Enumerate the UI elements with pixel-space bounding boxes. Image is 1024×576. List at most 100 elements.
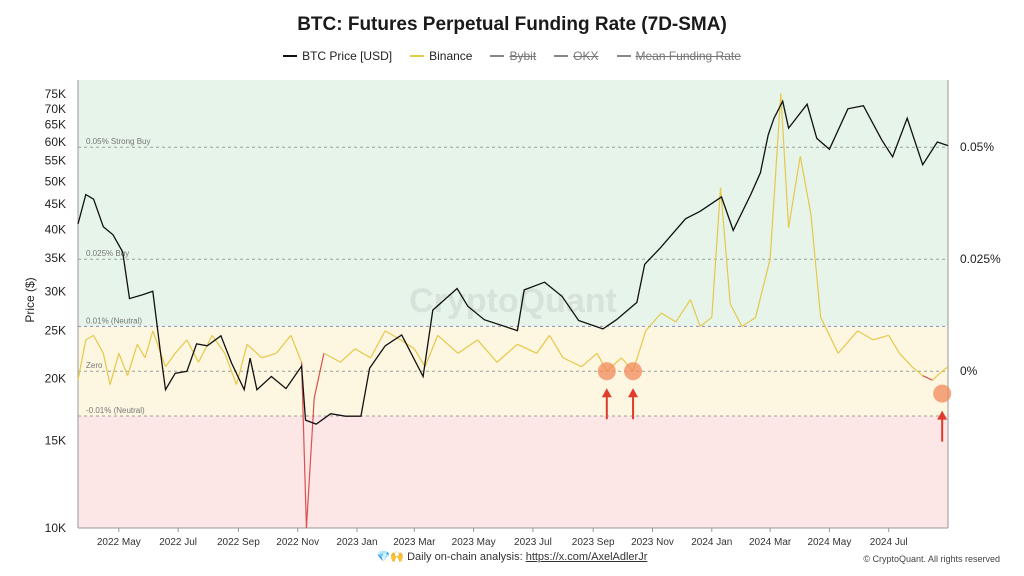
x-tick-label: 2022 Sep bbox=[217, 537, 260, 548]
y-left-tick-label: 65K bbox=[45, 118, 66, 132]
x-tick-label: 2022 Jul bbox=[159, 537, 197, 548]
footer-text: 💎🙌 Daily on-chain analysis: bbox=[376, 551, 526, 563]
legend-item-mean-funding-rate[interactable]: Mean Funding Rate bbox=[616, 49, 741, 63]
zone-label: 0.025% Buy bbox=[86, 249, 129, 258]
y-left-tick-label: 50K bbox=[45, 174, 66, 188]
y-left-tick-label: 20K bbox=[45, 372, 66, 386]
funding-segment bbox=[275, 334, 292, 354]
x-tick-label: 2023 Sep bbox=[572, 537, 615, 548]
funding-segment bbox=[675, 299, 691, 323]
y-left-tick-label: 10K bbox=[45, 521, 66, 535]
funding-segment bbox=[922, 375, 933, 381]
y-left-tick-label: 25K bbox=[45, 324, 66, 338]
funding-segment bbox=[400, 339, 415, 350]
x-tick-label: 2024 Jul bbox=[870, 537, 908, 548]
x-tick-label: 2024 Mar bbox=[749, 537, 792, 548]
watermark: CryptoQuant bbox=[409, 282, 617, 320]
funding-segment bbox=[820, 317, 839, 354]
funding-segment bbox=[413, 348, 426, 368]
y-left-tick-label: 15K bbox=[45, 434, 66, 448]
funding-segment bbox=[741, 316, 756, 327]
funding-segment bbox=[246, 343, 263, 359]
footer-link[interactable]: https://x.com/AxelAdlerJr bbox=[525, 551, 648, 563]
funding-segment bbox=[477, 339, 498, 363]
highlight-marker bbox=[624, 362, 643, 381]
x-tick-label: 2024 Jan bbox=[691, 537, 732, 548]
funding-segment bbox=[93, 335, 104, 354]
funding-segment bbox=[562, 357, 582, 368]
legend-item-binance[interactable]: Binance bbox=[410, 49, 472, 63]
arrow-head bbox=[601, 388, 612, 398]
funding-segment bbox=[186, 339, 200, 363]
x-tick-label: 2022 Nov bbox=[276, 537, 319, 548]
funding-segment bbox=[941, 366, 949, 372]
highlight-marker bbox=[933, 384, 952, 403]
funding-segment bbox=[102, 353, 111, 385]
y-left-tick-label: 70K bbox=[45, 102, 66, 116]
zone-red bbox=[78, 416, 948, 528]
funding-segment bbox=[354, 348, 371, 359]
x-tick-label: 2023 Jul bbox=[514, 537, 552, 548]
funding-segment bbox=[699, 316, 713, 327]
y-left-tick-label: 40K bbox=[45, 222, 66, 236]
zone-green bbox=[78, 80, 948, 327]
y-left-tick-label: 60K bbox=[45, 135, 66, 149]
legend-label: Binance bbox=[429, 49, 473, 63]
chart-title: BTC: Futures Perpetual Funding Rate (7D-… bbox=[297, 14, 727, 35]
legend-item-btc-price[interactable]: BTC Price [USD] bbox=[283, 49, 392, 63]
funding-segment bbox=[384, 330, 402, 341]
funding-segment bbox=[323, 352, 341, 363]
funding-segment bbox=[711, 187, 722, 318]
funding-segment bbox=[536, 335, 550, 354]
copyright: © CryptoQuant. All rights reserved bbox=[863, 554, 1000, 564]
legend-label: BTC Price [USD] bbox=[302, 49, 393, 63]
funding-segment bbox=[164, 352, 176, 368]
x-tick-label: 2024 May bbox=[807, 537, 851, 548]
funding-segment bbox=[932, 370, 943, 381]
y-left-tick-label: 55K bbox=[45, 154, 66, 168]
x-tick-label: 2023 Mar bbox=[393, 537, 436, 548]
funding-segment bbox=[261, 352, 277, 359]
legend-item-bybit[interactable]: Bybit bbox=[490, 49, 536, 63]
funding-segment bbox=[787, 156, 801, 228]
legend-label: OKX bbox=[573, 49, 599, 63]
funding-segment bbox=[305, 398, 315, 529]
y-left-tick-label: 35K bbox=[45, 251, 66, 265]
x-tick-label: 2022 May bbox=[97, 537, 141, 548]
zone-label: Zero bbox=[86, 361, 103, 370]
funding-segment bbox=[729, 303, 743, 327]
legend-label: Mean Funding Rate bbox=[635, 49, 741, 63]
funding-segment bbox=[118, 353, 129, 376]
funding-segment bbox=[799, 156, 812, 215]
legend: BTC Price [USD] Binance Bybit OKX Mean F… bbox=[0, 49, 1024, 63]
funding-segment bbox=[911, 366, 924, 377]
funding-segment bbox=[645, 312, 662, 332]
funding-segment bbox=[127, 344, 138, 376]
funding-segment bbox=[313, 353, 325, 399]
funding-segment bbox=[769, 93, 782, 260]
y-right-tick-label: 0% bbox=[960, 364, 978, 378]
funding-segment bbox=[689, 299, 701, 327]
funding-segment bbox=[198, 335, 213, 363]
y-left-tick-label: 30K bbox=[45, 284, 66, 298]
arrow-head bbox=[628, 388, 639, 398]
footer-credit: 💎🙌 Daily on-chain analysis: https://x.co… bbox=[0, 550, 1024, 563]
funding-segment bbox=[857, 330, 874, 341]
legend-item-okx[interactable]: OKX bbox=[554, 49, 599, 63]
y-left-tick-label: 75K bbox=[45, 87, 66, 101]
funding-segment bbox=[581, 352, 598, 368]
funding-segment bbox=[437, 334, 459, 354]
y-right-tick-label: 0.05% bbox=[960, 140, 994, 154]
legend-label: Bybit bbox=[509, 49, 537, 63]
zone-label: 0.05% Strong Buy bbox=[86, 137, 150, 146]
funding-segment bbox=[300, 362, 308, 529]
funding-segment bbox=[152, 330, 167, 367]
funding-segment bbox=[780, 93, 790, 228]
funding-segment bbox=[457, 339, 478, 354]
funding-segment bbox=[660, 312, 677, 323]
funding-segment bbox=[224, 353, 238, 385]
funding-segment bbox=[719, 187, 731, 305]
funding-segment bbox=[211, 335, 226, 354]
